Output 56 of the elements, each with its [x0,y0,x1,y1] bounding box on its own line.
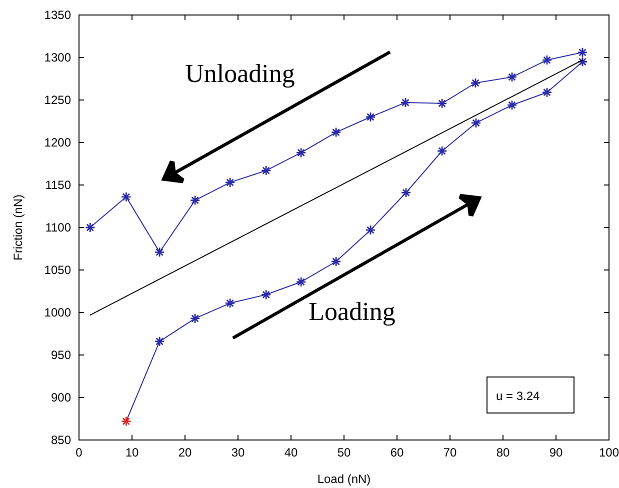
point [470,78,481,88]
x-tick-label: 70 [443,446,457,460]
point [470,118,482,128]
point [400,97,411,108]
x-tick-label: 10 [125,446,139,460]
y-tick-label: 1250 [44,92,72,107]
point [120,192,132,202]
point [190,313,200,324]
x-tick-label: 60 [390,446,404,460]
y-tick-label: 1300 [44,50,72,64]
point [224,177,236,188]
x-tick-label: 100 [598,446,619,460]
y-tick-label: 950 [50,348,72,362]
x-tick-label: 90 [549,446,563,460]
x-tick-label: 30 [231,446,245,460]
annotation: Loading [308,297,396,326]
point [506,72,518,82]
point [154,246,165,258]
y-tick-label: 850 [50,432,72,447]
point [400,187,412,198]
x-tick-label: 0 [76,446,83,460]
point [190,195,200,206]
point [506,100,518,110]
point [436,146,448,156]
y-tick-label: 1200 [44,135,72,150]
point [296,276,306,288]
point [260,165,272,176]
y-axis-title: Friction (nN) [11,194,25,261]
y-tick-label: 1100 [45,220,72,234]
point [260,289,272,300]
annotation: u = 3.24 [496,389,540,403]
point [542,54,552,66]
x-tick-label: 80 [496,446,510,460]
x-tick-label: 50 [337,446,351,460]
point [296,148,306,158]
point [542,87,552,98]
point [154,336,165,347]
point [330,256,342,267]
y-tick-label: 1000 [44,305,72,320]
point [577,56,588,67]
point [577,47,588,58]
point [224,298,236,308]
x-tick-label: 40 [284,446,298,460]
point [84,222,96,233]
x-tick-label: 20 [178,446,192,460]
point [365,112,376,122]
y-tick-label: 900 [50,390,72,404]
y-tick-label: 1050 [44,262,72,277]
point [436,98,448,109]
point [365,224,376,236]
annotation: Unloading [185,59,295,88]
x-axis-title: Load (nN) [317,472,371,486]
point [330,127,342,138]
point [120,416,132,426]
y-tick-label: 1350 [44,8,72,22]
y-tick-label: 1150 [45,178,72,192]
